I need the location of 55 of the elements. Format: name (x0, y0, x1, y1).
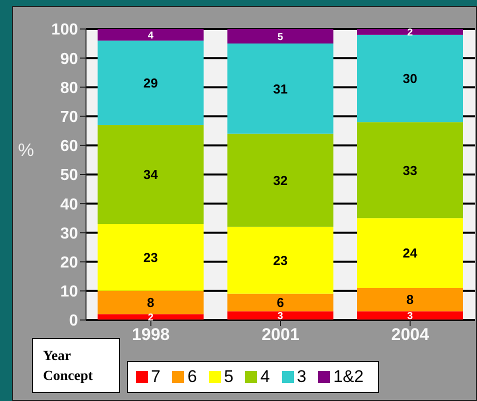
bar (98, 290, 204, 314)
legend-title: Concept (43, 368, 94, 386)
data-label: 8 (406, 292, 414, 308)
data-label: 29 (143, 75, 158, 90)
bar (98, 314, 204, 320)
legend-label: 4 (260, 367, 270, 387)
bar (227, 294, 334, 312)
y-tick-label: 10 (60, 284, 78, 301)
bar (227, 29, 334, 44)
bar (98, 224, 204, 291)
bar (357, 122, 464, 218)
bar (227, 226, 334, 294)
y-tick-label: 100 (51, 22, 78, 39)
y-tick-label: 50 (60, 167, 78, 184)
y-axis-title: % (18, 140, 34, 161)
x-tick-label: 1998 (132, 325, 170, 344)
legend-label: 3 (296, 367, 306, 387)
legend-label: 1&2 (333, 367, 364, 387)
bar (98, 125, 204, 224)
data-label: 6 (276, 295, 284, 310)
legend-label: 6 (187, 367, 197, 387)
data-label: 8 (147, 295, 154, 310)
bar (98, 40, 204, 126)
x-axis-title: Year (43, 348, 72, 366)
bar (357, 34, 464, 122)
data-label: 3 (407, 311, 414, 322)
data-label: 31 (273, 81, 288, 96)
bar (357, 218, 464, 288)
data-label: 32 (273, 172, 288, 188)
bar (227, 44, 334, 134)
y-tick-label: 40 (60, 196, 78, 214)
data-label: 30 (402, 71, 418, 86)
bar (98, 29, 204, 41)
y-tick-label: 90 (60, 50, 78, 68)
data-label: 23 (143, 250, 158, 266)
data-label: 5 (278, 32, 284, 43)
data-label: 34 (143, 167, 159, 182)
data-label: 4 (148, 30, 154, 42)
x-tick-label: 2001 (262, 325, 300, 344)
y-tick-label: 70 (60, 108, 78, 126)
data-label: 3 (278, 311, 284, 322)
legend-label: 5 (224, 367, 234, 387)
y-tick-label: 80 (60, 80, 78, 97)
data-label: 24 (402, 246, 418, 261)
data-label: 23 (273, 252, 288, 268)
data-label: 33 (402, 162, 418, 178)
bar (227, 134, 334, 227)
legend-label: 7 (151, 367, 160, 387)
y-tick-label: 30 (60, 225, 78, 242)
y-tick-label: 60 (60, 138, 78, 156)
y-tick-label: 20 (60, 254, 78, 272)
x-tick-label: 2004 (391, 325, 430, 344)
y-tick-label: 0 (69, 312, 78, 330)
bar (357, 288, 464, 312)
bar (357, 29, 464, 35)
